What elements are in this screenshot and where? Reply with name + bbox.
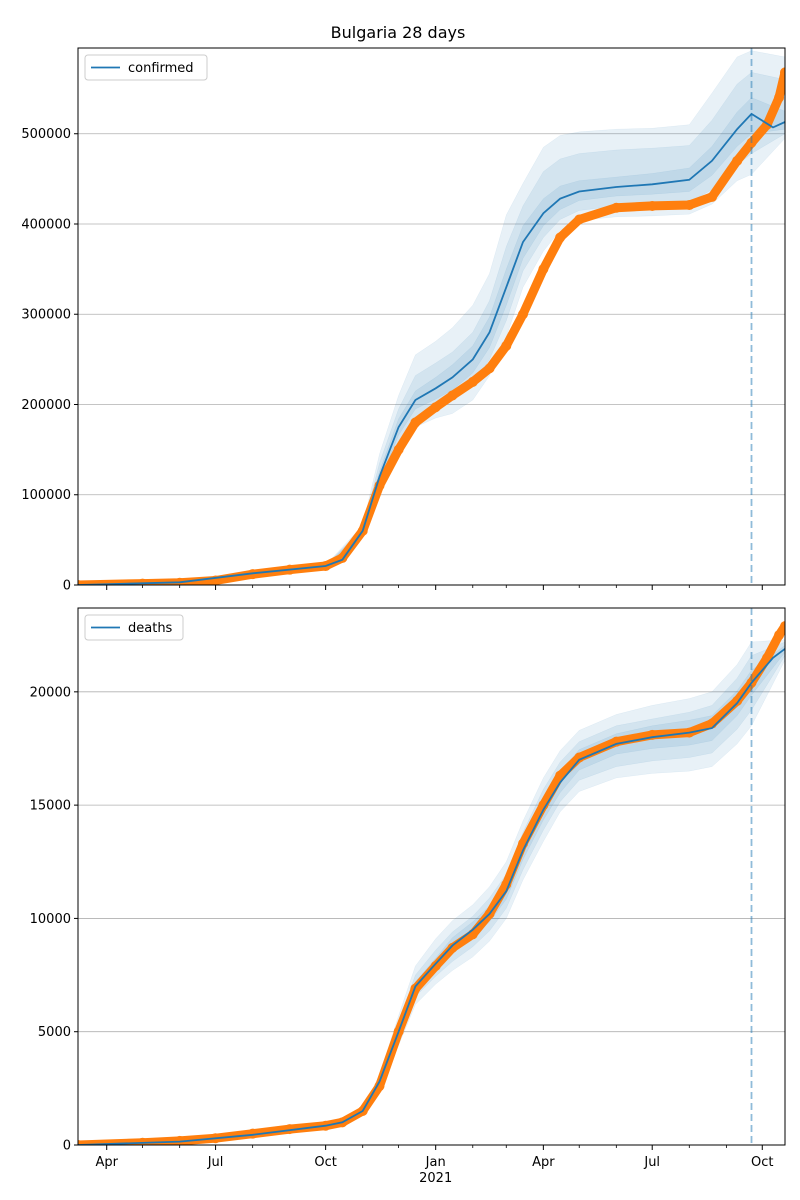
observed-point bbox=[374, 1081, 385, 1092]
y-tick-label: 5000 bbox=[38, 1025, 71, 1040]
y-tick-label: 200000 bbox=[21, 398, 71, 413]
observed-point bbox=[518, 309, 529, 320]
observed-point bbox=[732, 155, 743, 166]
model-line bbox=[78, 112, 785, 585]
observed-point bbox=[247, 1128, 258, 1139]
plot-area bbox=[78, 608, 785, 1145]
observed-point bbox=[430, 402, 441, 413]
observed-line bbox=[78, 621, 785, 1145]
axes-frame bbox=[77, 47, 786, 586]
observed-point bbox=[467, 376, 478, 387]
observed-point bbox=[501, 340, 512, 351]
y-tick-label: 400000 bbox=[21, 217, 71, 232]
model-line bbox=[78, 648, 785, 1145]
y-tick-label: 0 bbox=[63, 1139, 71, 1154]
observed-point bbox=[484, 363, 495, 374]
x-tick-label: Jan bbox=[425, 1155, 446, 1170]
observed-point bbox=[78, 1140, 83, 1145]
axes-frame bbox=[77, 607, 786, 1146]
x-tick-label: Oct bbox=[751, 1155, 773, 1170]
confirmed-panel: 0 100000 200000 300000 400000 500000 confirmed bbox=[21, 47, 786, 594]
observed-point bbox=[780, 621, 785, 632]
legend-label: confirmed bbox=[128, 61, 194, 76]
legend-box bbox=[84, 614, 184, 641]
legend-box bbox=[84, 54, 208, 81]
x-year-label: 2021 bbox=[419, 1171, 452, 1186]
observed-point bbox=[410, 417, 421, 428]
observed-point bbox=[555, 232, 566, 243]
observed-point bbox=[284, 1124, 295, 1135]
observed-point bbox=[647, 200, 658, 211]
observed-point bbox=[574, 214, 585, 225]
observed-point bbox=[611, 202, 622, 213]
y-tick-label: 500000 bbox=[21, 127, 71, 142]
observed-point bbox=[762, 652, 773, 663]
observed-point bbox=[684, 200, 695, 211]
observed-point bbox=[78, 580, 83, 585]
observed-point bbox=[707, 191, 718, 202]
y-tick-label: 100000 bbox=[21, 488, 71, 503]
x-tick-label: Jul bbox=[643, 1155, 660, 1170]
x-tick-label: Oct bbox=[314, 1155, 336, 1170]
x-tick-label: Jul bbox=[207, 1155, 224, 1170]
chart-title: Bulgaria 28 days bbox=[331, 23, 466, 42]
y-tick-label: 10000 bbox=[30, 912, 71, 927]
y-tick-label: 300000 bbox=[21, 308, 71, 323]
legend-label: deaths bbox=[128, 621, 173, 636]
observed-point bbox=[538, 800, 549, 811]
observed-point bbox=[174, 1135, 185, 1145]
observed-point bbox=[574, 752, 585, 763]
deaths-panel: 0 5000 10000 15000 20000 Apr Jul Oct Jan Apr Jul Oc… bbox=[30, 607, 786, 1186]
observed-point bbox=[774, 92, 785, 103]
observed-point bbox=[430, 961, 441, 971]
y-tick-label: 15000 bbox=[30, 799, 71, 814]
observed-point bbox=[447, 390, 458, 401]
uncertainty-band bbox=[362, 639, 785, 1113]
observed-point bbox=[447, 942, 458, 953]
observed-point bbox=[780, 67, 785, 78]
x-tick-label: Apr bbox=[95, 1155, 118, 1170]
plot-area bbox=[78, 48, 785, 585]
y-tick-label: 0 bbox=[63, 579, 71, 594]
y-tick-label: 20000 bbox=[30, 685, 71, 700]
x-tick-label: Apr bbox=[532, 1155, 555, 1170]
observed-point bbox=[393, 444, 404, 455]
observed-point bbox=[538, 264, 549, 275]
uncertainty-band bbox=[325, 50, 785, 568]
observed-point bbox=[774, 630, 785, 641]
